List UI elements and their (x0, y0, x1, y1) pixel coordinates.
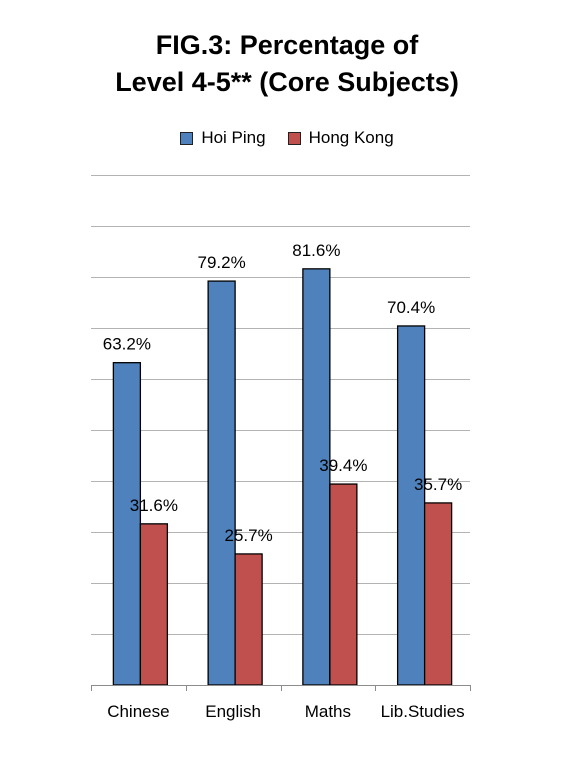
bar (112, 362, 142, 686)
chart-title: FIG.3: Percentage of Level 4-5** (Core S… (0, 27, 574, 101)
data-label: 39.4% (319, 456, 367, 475)
bar (139, 523, 169, 686)
data-label: 35.7% (414, 475, 462, 494)
legend: Hoi Ping Hong Kong (0, 128, 574, 148)
x-tick-label: Lib.Studies (381, 702, 465, 721)
data-label: 63.2% (103, 335, 151, 354)
data-label: 25.7% (225, 526, 273, 545)
bar (396, 325, 426, 686)
data-label: 31.6% (130, 496, 178, 515)
legend-swatch-hong-kong (287, 131, 301, 145)
data-label: 70.4% (387, 298, 435, 317)
x-tick-label: English (205, 702, 261, 721)
legend-item-hoi-ping: Hoi Ping (180, 128, 266, 148)
data-label: 81.6% (292, 241, 340, 260)
bar (302, 268, 331, 686)
x-tick-label: Maths (305, 702, 351, 721)
data-label: 79.2% (198, 253, 246, 272)
bar (329, 483, 358, 686)
chart-title-line-2: Level 4-5** (Core Subjects) (115, 67, 459, 97)
chart-title-line-1: FIG.3: Percentage of (155, 30, 419, 60)
bar (207, 280, 236, 686)
legend-label-hong-kong: Hong Kong (308, 128, 394, 147)
legend-swatch-hoi-ping (180, 131, 194, 145)
legend-item-hong-kong: Hong Kong (287, 128, 394, 148)
legend-label-hoi-ping: Hoi Ping (201, 128, 266, 147)
x-tick-label: Chinese (107, 702, 169, 721)
bar (234, 553, 263, 686)
bar (423, 502, 453, 686)
